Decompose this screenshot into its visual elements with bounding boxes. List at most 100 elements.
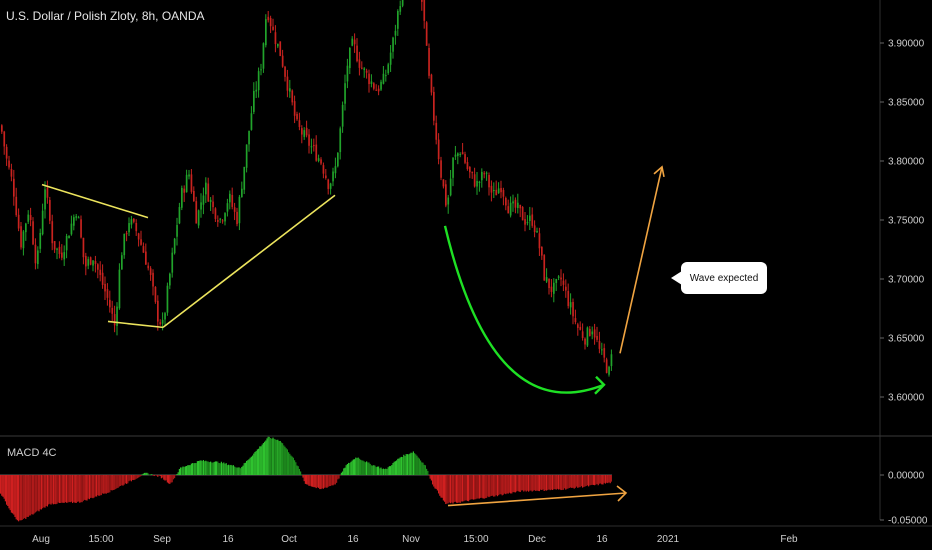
time-tick-label: Oct: [281, 534, 297, 545]
macd-bar: [420, 460, 422, 475]
macd-histogram: [0, 436, 612, 522]
candle-body: [543, 255, 546, 281]
candle-body: [605, 359, 608, 373]
candle-body: [94, 261, 97, 264]
candle-body: [145, 251, 147, 265]
macd-bar: [484, 475, 486, 499]
macd-bar: [90, 475, 92, 498]
macd-bar: [398, 458, 400, 475]
candle-body: [236, 211, 238, 225]
macd-bar: [495, 475, 497, 496]
macd-bar: [493, 475, 495, 497]
macd-bar: [517, 475, 519, 491]
candle-body: [524, 219, 526, 225]
macd-bar: [205, 460, 207, 475]
macd-bar: [135, 475, 137, 479]
price-tick-label: 3.85000: [888, 98, 925, 109]
macd-bar: [502, 475, 504, 495]
candle-body: [512, 201, 514, 204]
macd-bar: [374, 465, 376, 475]
macd-bar: [465, 475, 467, 501]
macd-bar: [310, 475, 312, 487]
macd-bar: [534, 475, 536, 491]
candle-body: [130, 219, 133, 225]
macd-bar: [549, 475, 551, 491]
macd-bar: [183, 466, 185, 475]
candle-body: [430, 74, 433, 93]
candle-body: [495, 189, 498, 196]
macd-bar: [124, 475, 126, 484]
candle-body: [471, 171, 474, 174]
macd-bar: [33, 475, 35, 514]
macd-bar: [499, 475, 501, 495]
macd-bar: [22, 475, 24, 519]
macd-bar: [490, 475, 492, 496]
macd-bar: [87, 475, 89, 499]
macd-bar: [189, 465, 191, 475]
candle-body: [13, 178, 15, 197]
candle-body: [22, 231, 25, 249]
candle-body: [63, 252, 66, 260]
candle-body: [207, 183, 210, 202]
macd-bar: [475, 475, 477, 500]
macd-bar: [345, 465, 347, 475]
macd-bar: [20, 475, 22, 521]
macd-bar: [266, 438, 268, 475]
macd-bar: [142, 473, 144, 475]
candle-body: [51, 221, 54, 244]
macd-bar: [537, 475, 539, 491]
candle-body: [368, 73, 370, 85]
candle-body: [217, 220, 219, 222]
candle-body: [245, 144, 248, 168]
macd-bar: [120, 475, 122, 486]
macd-bar: [230, 464, 232, 475]
candle-body: [349, 48, 351, 69]
candle-body: [519, 204, 522, 209]
macd-bar: [369, 463, 371, 475]
candle-body: [8, 160, 10, 168]
candle-body: [428, 47, 430, 76]
macd-bar: [481, 475, 483, 498]
macd-bar: [321, 475, 323, 489]
macd-bar: [487, 475, 489, 497]
macd-bar: [556, 475, 558, 489]
price-tick-label: 3.70000: [888, 275, 925, 286]
candle-body: [440, 160, 442, 178]
candle-body: [257, 71, 260, 91]
macd-bar: [583, 475, 585, 488]
macd-bar: [148, 474, 150, 476]
macd-bar: [60, 475, 62, 503]
macd-bar: [62, 475, 64, 503]
candle-body: [507, 206, 510, 214]
macd-bar: [49, 475, 51, 504]
macd-bar: [192, 463, 194, 475]
candle-body: [461, 152, 464, 155]
macd-bar: [52, 475, 54, 505]
macd-bar: [447, 475, 449, 504]
macd-bar: [282, 443, 284, 475]
macd-bar: [54, 475, 56, 505]
macd-bar: [307, 475, 309, 485]
candle-body: [89, 257, 92, 265]
macd-bar: [448, 475, 450, 503]
macd-bar: [472, 475, 474, 500]
macd-bar: [380, 467, 382, 475]
macd-bar: [354, 459, 356, 475]
macd-bar: [164, 475, 166, 481]
macd-bar: [513, 475, 515, 493]
macd-bar: [63, 475, 65, 503]
macd-bar: [234, 466, 236, 475]
candle-body: [135, 222, 138, 232]
macd-bar: [510, 475, 512, 494]
macd-bar: [536, 475, 538, 491]
candle-body: [229, 193, 231, 203]
macd-bar: [596, 475, 598, 484]
macd-bar: [304, 475, 306, 484]
macd-bar: [337, 475, 339, 480]
macd-bar: [283, 445, 285, 475]
candle-body: [209, 199, 212, 203]
candle-body: [97, 264, 99, 270]
macd-bar: [504, 475, 506, 494]
macd-bar: [171, 475, 173, 483]
macd-bar: [279, 440, 281, 475]
